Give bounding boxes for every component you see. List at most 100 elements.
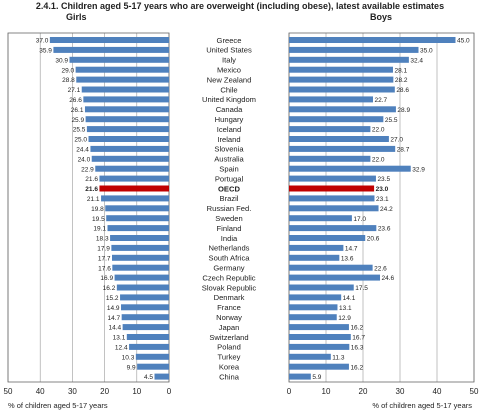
category-label: OECD: [218, 184, 240, 193]
boys-value-label: 16.2: [350, 325, 363, 332]
category-label: Slovak Republic: [202, 283, 257, 292]
boys-bar: [289, 304, 338, 311]
boys-x-tick-label: 40: [433, 387, 442, 396]
boys-value-label: 12.9: [338, 315, 351, 322]
category-label: South Africa: [209, 254, 251, 263]
boys-bar: [289, 314, 337, 321]
category-label: Australia: [214, 155, 244, 164]
girls-value-label: 17.7: [98, 255, 111, 262]
girls-bar: [91, 155, 169, 162]
boys-bar: [289, 254, 340, 261]
girls-x-tick-label: 20: [100, 387, 109, 396]
girls-bar: [99, 175, 169, 182]
boys-x-tick-label: 50: [470, 387, 479, 396]
category-label: Slovenia: [214, 145, 244, 154]
girls-bar: [99, 185, 169, 192]
boys-bar: [289, 86, 395, 93]
boys-value-label: 17.0: [353, 216, 366, 223]
boys-bar: [289, 284, 354, 291]
girls-value-label: 24.0: [78, 156, 91, 163]
boys-value-label: 22.0: [372, 156, 385, 163]
category-label: Chile: [220, 85, 237, 94]
category-label: France: [217, 303, 241, 312]
girls-value-label: 19.1: [93, 226, 106, 233]
girls-value-label: 25.0: [74, 137, 87, 144]
girls-value-label: 19.8: [91, 206, 104, 213]
category-label: Italy: [222, 56, 236, 65]
girls-value-label: 10.3: [122, 354, 135, 361]
category-label: Turkey: [218, 353, 241, 362]
category-label: China: [219, 372, 240, 381]
girls-x-tick-label: 10: [132, 387, 141, 396]
girls-bar: [86, 126, 169, 133]
girls-panel-label: Girls: [66, 12, 87, 22]
boys-bar: [289, 215, 352, 222]
girls-value-label: 29.0: [61, 67, 74, 74]
boys-value-label: 28.7: [397, 147, 410, 154]
boys-bar: [289, 264, 373, 271]
boys-value-label: 14.1: [343, 295, 356, 302]
category-label: Japan: [219, 323, 240, 332]
boys-value-label: 24.6: [382, 275, 395, 282]
boys-value-label: 32.4: [410, 57, 423, 64]
girls-bar: [106, 215, 169, 222]
girls-bar: [105, 205, 169, 212]
category-label: Czech Republic: [202, 273, 255, 282]
girls-value-label: 13.1: [113, 335, 126, 342]
category-label: Norway: [216, 313, 242, 322]
girls-value-label: 17.6: [98, 265, 111, 272]
boys-bar: [289, 274, 381, 281]
girls-value-label: 25.5: [73, 127, 86, 134]
boys-bar: [289, 195, 375, 202]
girls-value-label: 26.6: [69, 97, 82, 104]
girls-value-label: 12.4: [115, 345, 128, 352]
girls-bar: [75, 66, 169, 73]
girls-value-label: 22.9: [81, 166, 94, 173]
girls-value-label: 14.4: [108, 325, 121, 332]
category-label: Denmark: [214, 293, 245, 302]
boys-value-label: 23.1: [376, 196, 389, 203]
boys-value-label: 16.7: [352, 335, 365, 342]
girls-value-label: 30.9: [55, 57, 68, 64]
boys-value-label: 13.6: [341, 255, 354, 262]
category-label: Korea: [219, 363, 240, 372]
girls-x-tick-label: 50: [4, 387, 13, 396]
category-label: Brazil: [220, 194, 239, 203]
boys-x-tick-label: 0: [287, 387, 292, 396]
boys-x-tick-label: 20: [359, 387, 368, 396]
girls-value-label: 27.1: [68, 87, 81, 94]
boys-value-label: 17.5: [355, 285, 368, 292]
boys-x-tick-label: 30: [396, 387, 405, 396]
category-label: Switzerland: [209, 333, 248, 342]
girls-value-label: 16.2: [103, 285, 116, 292]
boys-value-label: 22.6: [374, 265, 387, 272]
category-label: United States: [206, 46, 252, 55]
girls-value-label: 21.6: [85, 176, 98, 183]
category-label: Finland: [217, 224, 242, 233]
boys-value-label: 28.2: [395, 77, 408, 84]
girls-value-label: 15.2: [106, 295, 119, 302]
girls-bar: [90, 145, 169, 152]
girls-bar: [101, 195, 169, 202]
category-label: Ireland: [217, 135, 240, 144]
boys-bar: [289, 373, 311, 380]
boys-bar: [289, 56, 409, 63]
girls-value-label: 4.5: [144, 374, 153, 381]
boys-bar: [289, 244, 344, 251]
boys-bar: [289, 96, 373, 103]
girls-value-label: 24.4: [76, 147, 89, 154]
boys-bar: [289, 66, 393, 73]
girls-bar: [112, 254, 169, 261]
boys-bar: [289, 185, 375, 192]
category-label: Mexico: [217, 66, 241, 75]
girls-bar: [95, 165, 169, 172]
boys-bar: [289, 363, 349, 370]
girls-bar: [107, 225, 169, 232]
category-label: Netherlands: [209, 244, 250, 253]
girls-bar: [129, 343, 169, 350]
girls-value-label: 16.9: [100, 275, 113, 282]
boys-bar: [289, 136, 389, 142]
girls-bar: [111, 244, 169, 251]
girls-bar: [135, 353, 169, 360]
girls-bar: [84, 106, 169, 113]
